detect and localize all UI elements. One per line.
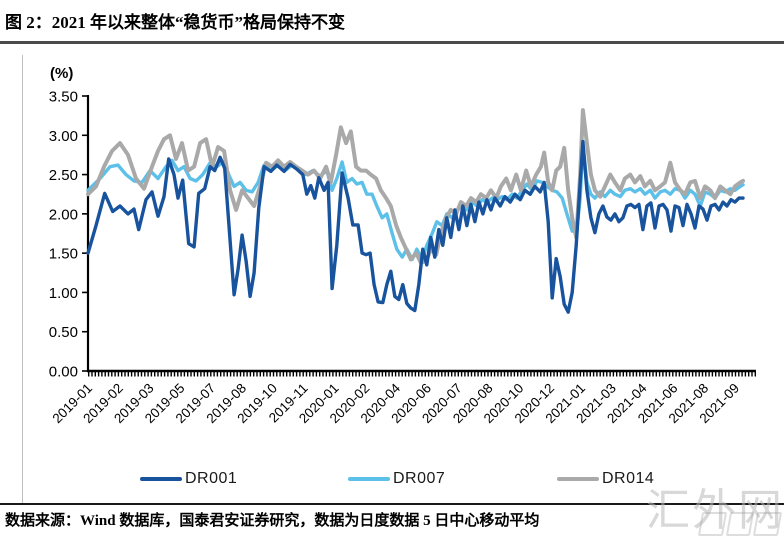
figure-title: 图 2：2021 年以来整体“稳货币”格局保持不变 [5,13,345,32]
y-tick-label: 2.50 [49,167,78,184]
y-tick-label: 2.00 [49,206,78,223]
y-axis-unit-label: (%) [50,65,73,82]
legend-swatch-dr007 [348,477,390,481]
chart-series-lines [86,108,745,314]
chart-legend: DR001 DR007 DR014 [0,470,784,490]
legend-label-dr007: DR007 [393,470,446,487]
y-tick-label: 0.50 [49,324,78,341]
y-tick-label: 1.50 [49,246,78,263]
legend-item-dr014: DR014 [557,470,654,488]
data-source-note: 数据来源：Wind 数据库，国泰君安证券研究，数据为日度数据 5 日中心移动平均 [5,513,540,529]
x-axis-tick-labels: 2019-012019-022019-032019-052019-072019-… [49,380,742,426]
title-divider [0,41,784,44]
series-line-dr001 [86,139,745,314]
legend-item-dr001: DR001 [140,470,237,488]
legend-item-dr007: DR007 [348,470,445,488]
y-tick-label: 3.00 [49,128,78,145]
y-tick-label: 3.50 [49,89,78,106]
y-tick-label: 0.00 [49,364,78,381]
footer-divider [0,503,784,505]
series-line-dr014 [86,108,745,265]
y-tick-label: 1.00 [49,285,78,302]
site-watermark: 汇外网 [646,486,784,535]
legend-swatch-dr014 [557,477,599,481]
legend-label-dr014: DR014 [602,470,655,487]
y-axis-tick-labels: 3.50 3.00 2.50 2.00 1.50 1.00 0.50 0.00 [49,89,88,381]
figure-left-border [22,55,23,503]
legend-swatch-dr001 [140,477,182,481]
legend-label-dr001: DR001 [185,470,238,487]
